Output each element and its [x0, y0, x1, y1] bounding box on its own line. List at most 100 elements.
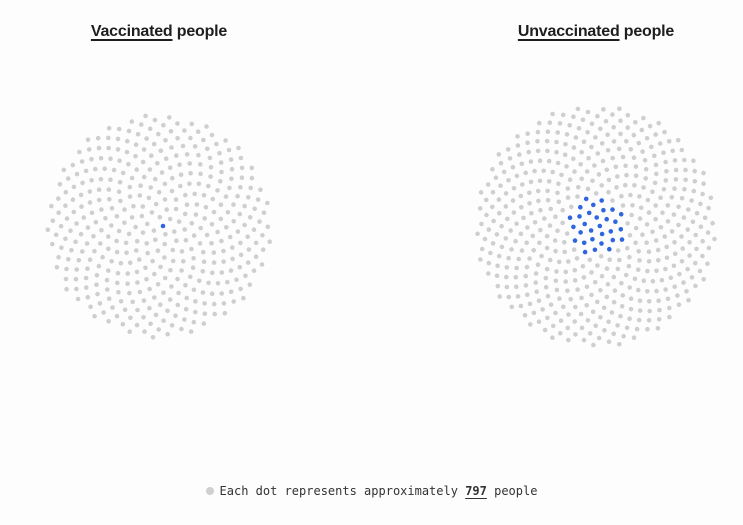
unvaccinated-dot — [667, 305, 672, 311]
unvaccinated-dot — [631, 132, 637, 138]
vaccinated-dot — [182, 211, 188, 217]
unvaccinated-dot — [555, 160, 561, 166]
vaccinated-dot — [54, 264, 60, 270]
vaccinated-dot — [173, 313, 178, 319]
unvaccinated-dot — [652, 153, 657, 159]
vaccinated-dot — [147, 167, 153, 172]
vaccinated-dot — [98, 241, 103, 246]
unvaccinated-dot — [523, 170, 528, 176]
vaccinated-dot — [164, 207, 169, 212]
unvaccinated-dot — [637, 308, 643, 313]
vaccinated-dot — [183, 192, 188, 198]
vaccinated-dot — [198, 162, 203, 167]
vaccinated-dot — [116, 290, 121, 295]
unvaccinated-dot — [535, 129, 541, 135]
unvaccinated-dot — [654, 268, 659, 274]
unvaccinated-dot — [611, 139, 617, 144]
vaccinated-dot — [74, 286, 79, 292]
vaccinated-title-rest: people — [172, 23, 228, 40]
vaccinated-dot — [140, 204, 146, 209]
unvaccinated-dot — [662, 129, 667, 135]
unvaccinated-dot — [627, 285, 632, 290]
unvaccinated-dot — [639, 127, 645, 133]
dot-legend-swatch — [205, 486, 214, 495]
vaccinated-dot — [95, 135, 101, 141]
unvaccinated-dot — [579, 176, 584, 182]
unvaccinated-dot — [593, 191, 599, 196]
vaccinated-dot — [246, 195, 251, 200]
unvaccinated-dot — [663, 287, 668, 292]
vaccinated-dot — [126, 128, 132, 134]
unvaccinated-highlighted-dot — [618, 227, 624, 232]
unvaccinated-dot — [573, 332, 578, 337]
unvaccinated-dot — [646, 259, 652, 264]
unvaccinated-highlighted-dot — [613, 219, 618, 224]
unvaccinated-dot — [565, 195, 571, 200]
vaccinated-dot — [115, 270, 121, 276]
unvaccinated-dot — [637, 216, 643, 221]
vaccinated-dot — [74, 221, 79, 226]
unvaccinated-dot — [584, 284, 590, 290]
vaccinated-dot — [197, 241, 203, 246]
unvaccinated-dot — [571, 247, 577, 252]
vaccinated-dot — [227, 185, 232, 191]
unvaccinated-highlighted-dot — [619, 237, 625, 242]
unvaccinated-dot — [545, 148, 550, 154]
unvaccinated-dot — [531, 310, 537, 316]
unvaccinated-highlighted-dot — [581, 240, 587, 246]
unvaccinated-dot — [669, 229, 675, 234]
vaccinated-dot — [206, 183, 211, 189]
unvaccinated-dot — [509, 247, 514, 252]
vaccinated-dot — [184, 152, 190, 157]
vaccinated-dot — [109, 259, 114, 264]
unvaccinated-dot — [641, 278, 647, 284]
unvaccinated-dot — [553, 310, 558, 316]
unvaccinated-dot — [503, 236, 509, 241]
vaccinated-dot — [257, 219, 262, 224]
vaccinated-dot — [252, 206, 257, 212]
unvaccinated-dot — [700, 238, 705, 244]
unvaccinated-dot — [552, 238, 558, 243]
vaccinated-dot — [156, 189, 162, 195]
unvaccinated-dot — [555, 130, 560, 135]
unvaccinated-dot — [640, 232, 645, 237]
vaccinated-dot — [221, 301, 227, 306]
vaccinated-dot — [106, 234, 111, 239]
vaccinated-dot — [167, 165, 173, 170]
unvaccinated-dot — [618, 313, 623, 319]
unvaccinated-dot — [567, 177, 573, 182]
unvaccinated-dot — [631, 155, 637, 160]
vaccinated-dot — [76, 257, 82, 263]
unvaccinated-dot — [701, 181, 706, 186]
vaccinated-dot — [63, 276, 69, 282]
vaccinated-dot — [111, 167, 117, 173]
vaccinated-dot — [49, 203, 54, 209]
vaccinated-dot — [234, 277, 239, 283]
unvaccinated-dot — [628, 306, 634, 312]
unvaccinated-dot — [499, 244, 505, 250]
vaccinated-dot — [231, 219, 236, 224]
vaccinated-dot — [114, 249, 120, 255]
unvaccinated-dot — [540, 307, 545, 312]
unvaccinated-dot — [527, 256, 532, 261]
unvaccinated-dot — [565, 325, 571, 331]
unvaccinated-dot — [564, 231, 570, 236]
unvaccinated-dot — [550, 169, 555, 175]
unvaccinated-dot — [544, 245, 550, 251]
unvaccinated-dot — [623, 272, 629, 278]
unvaccinated-dot — [547, 223, 553, 228]
unvaccinated-dot — [524, 264, 530, 270]
vaccinated-dot — [187, 181, 192, 186]
unvaccinated-dot — [571, 114, 576, 120]
vaccinated-dot — [214, 141, 219, 147]
unvaccinated-dot — [566, 312, 571, 317]
vaccinated-dot — [53, 232, 59, 238]
vaccinated-dot — [133, 154, 138, 159]
unvaccinated-dot — [623, 163, 628, 169]
vaccinated-dot — [188, 274, 193, 280]
vaccinated-dot — [134, 269, 140, 275]
unvaccinated-dot — [539, 253, 544, 259]
vaccinated-dot — [229, 166, 235, 172]
unvaccinated-dot — [609, 310, 615, 315]
unvaccinated-dot — [506, 255, 511, 261]
